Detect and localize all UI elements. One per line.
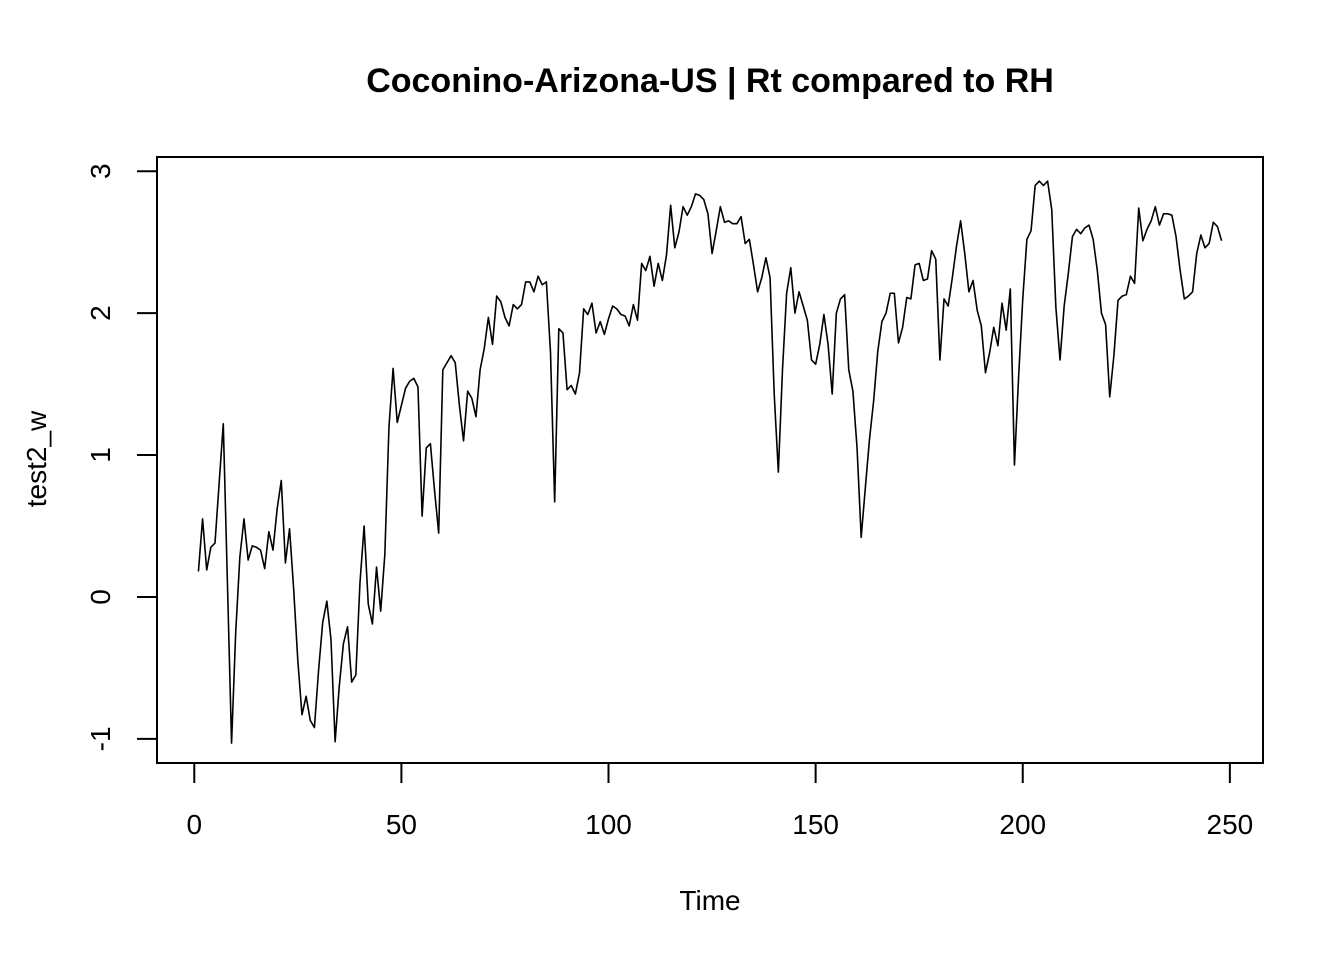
x-tick-label: 100: [585, 809, 632, 840]
y-axis-label: test2_w: [21, 410, 52, 507]
x-tick-label: 150: [792, 809, 839, 840]
x-tick-label: 0: [186, 809, 202, 840]
y-axis: -1 0 1 2 3: [85, 163, 158, 751]
x-tick-label: 200: [999, 809, 1046, 840]
x-tick-label: 250: [1207, 809, 1254, 840]
x-axis: 0 50 100 150 200 250: [186, 762, 1254, 840]
chart-title: Coconino-Arizona-US | Rt compared to RH: [366, 62, 1054, 100]
x-tick-label: 50: [386, 809, 417, 840]
y-tick-label: 1: [85, 447, 116, 463]
x-axis-label: Time: [679, 885, 740, 916]
plot-frame: [156, 156, 1264, 764]
y-tick-label: -1: [85, 726, 116, 751]
y-tick-label: 0: [85, 589, 116, 605]
y-tick-label: 3: [85, 163, 116, 179]
series-line: [197, 180, 1223, 744]
y-tick-label: 2: [85, 305, 116, 321]
